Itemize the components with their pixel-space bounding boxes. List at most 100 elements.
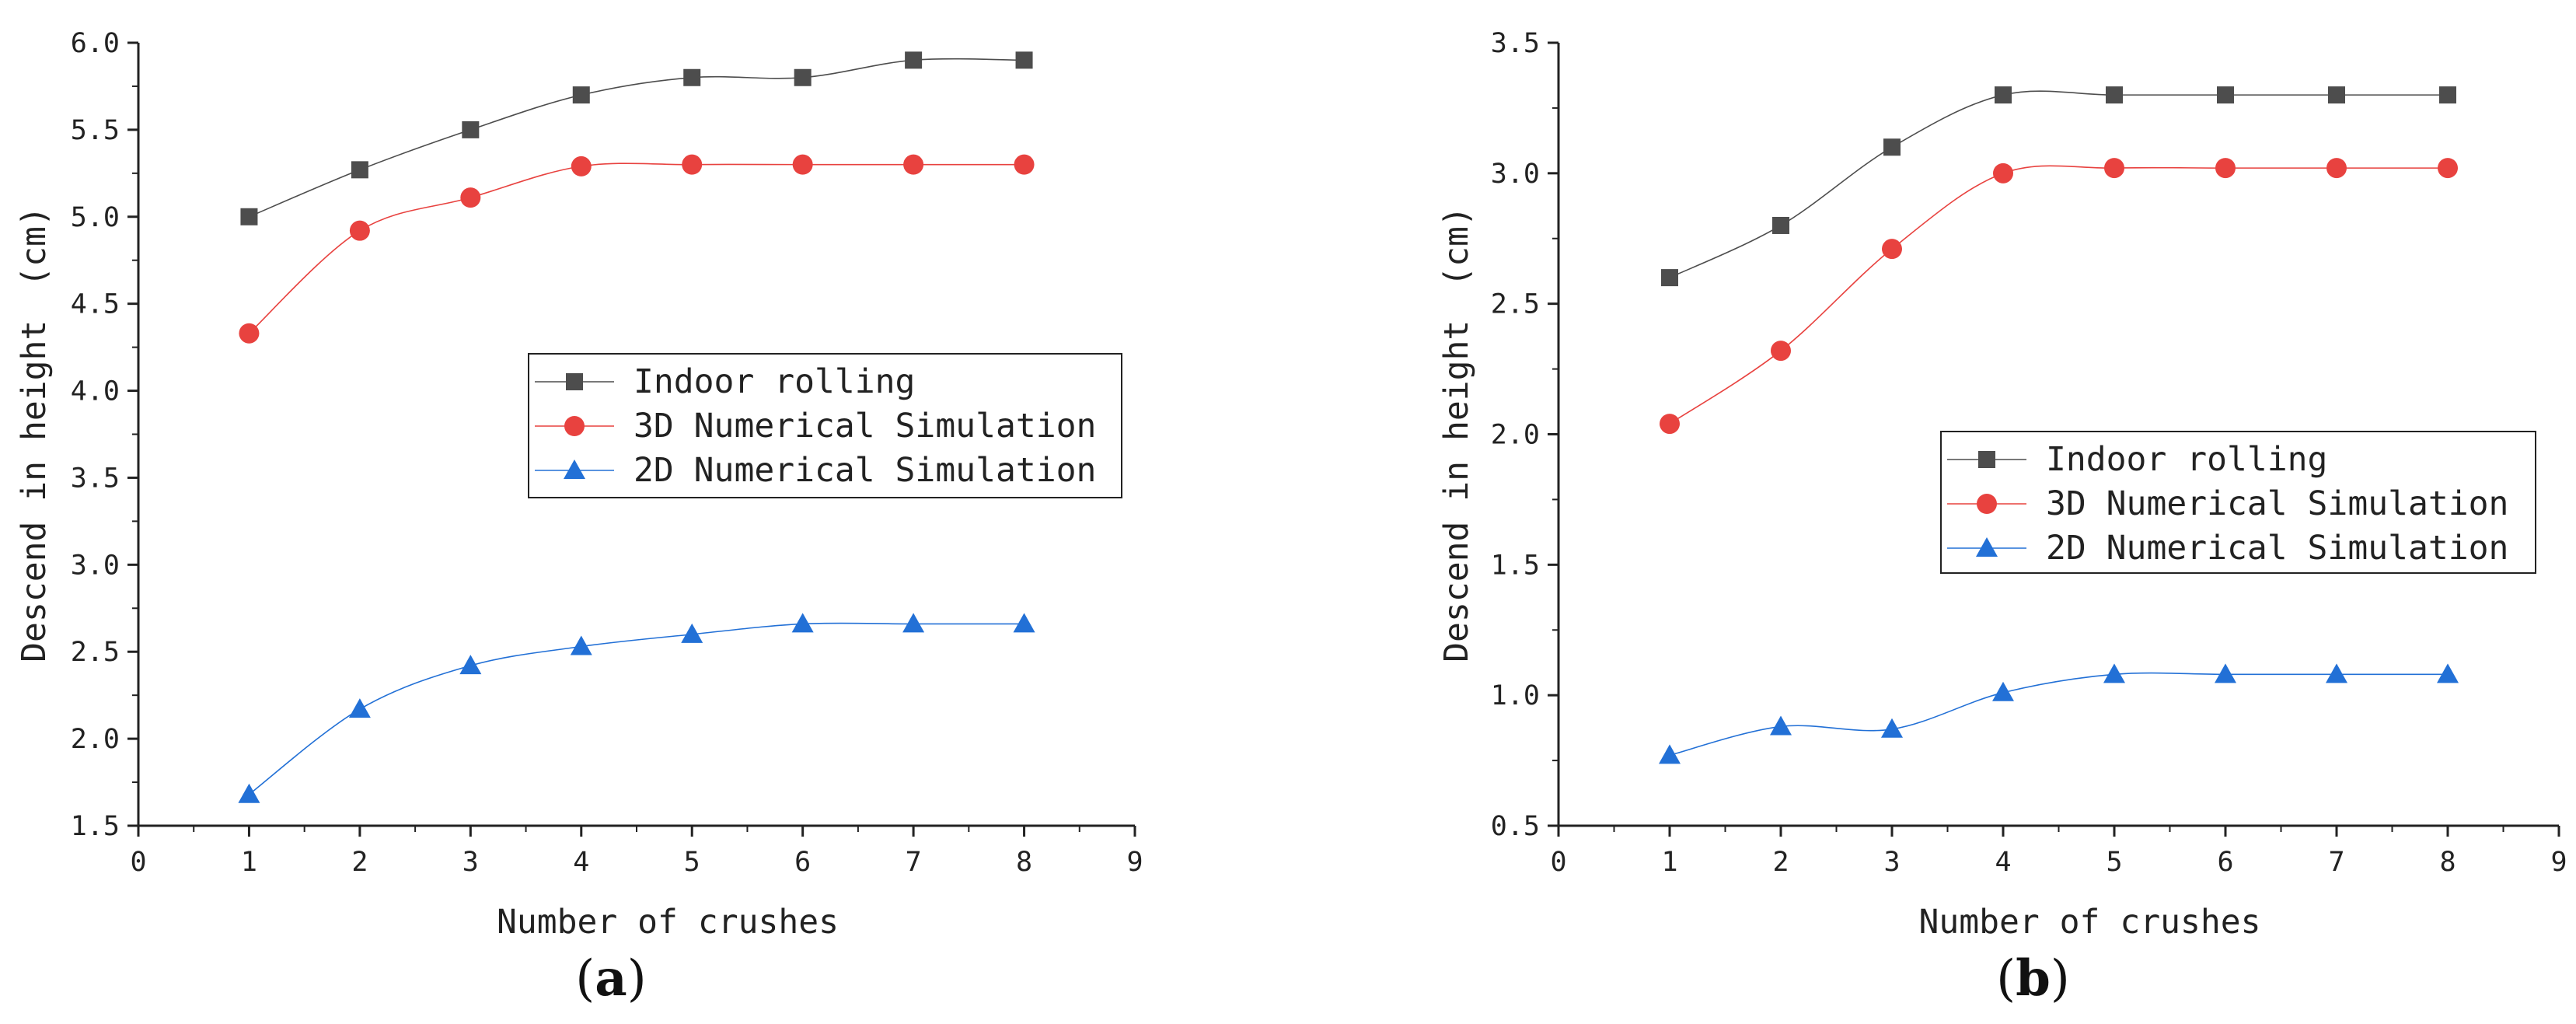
x-tick-label: 4 [1995,847,2011,878]
y-tick-label: 5.5 [71,115,120,146]
data-point [1772,216,1789,234]
data-point [462,121,480,138]
x-tick-label: 0 [130,847,146,878]
series-line [1669,672,2448,757]
data-point [239,323,260,344]
data-point [2438,158,2458,179]
data-point [1661,269,1678,287]
legend-marker-square [566,373,583,390]
data-point [240,208,258,225]
data-point [570,635,592,655]
y-tick-label: 3.5 [71,463,120,494]
legend-label: 2D Numerical Simulation [634,451,1096,490]
data-point [1995,86,2012,104]
chart-panel-b: 0 1 2 3 4 5 6 7 8 9 0.5 1.0 1.5 2.0 2.5 3.0 3.5 Number of… [1437,28,2567,1008]
data-point [349,220,370,241]
data-point [1659,744,1681,764]
x-tick-label: 8 [2439,847,2456,878]
legend-marker-circle [564,416,585,436]
data-point [459,655,482,675]
data-point [1882,239,1902,260]
data-point [682,154,703,175]
y-tick-label: 5.0 [71,202,120,233]
x-tick-label: 2 [1772,847,1789,878]
chart-panel-a: 0 1 2 3 4 5 6 7 8 9 1.5 2.0 2.5 3.0 3.5 4.0 4.5 5.0 5.5 6.0… [15,28,1143,1008]
x-tick-label: 7 [2328,847,2344,878]
legend-box [528,353,1122,498]
data-point [2437,663,2459,683]
series-line [1669,90,2448,278]
panel-label: (a) [575,949,646,1008]
legend-marker-triangle [564,460,585,479]
legend-label: Indoor rolling [634,362,915,401]
data-point [2439,86,2456,104]
data-point [792,154,813,175]
x-tick-label: 6 [2217,847,2233,878]
data-point [1014,154,1035,175]
panel-label-letter: a [595,949,627,1008]
y-tick-label: 4.5 [71,289,120,320]
y-tick-label: 6.0 [71,28,120,59]
data-point [905,51,923,69]
data-point [2326,663,2347,683]
data-point [571,156,592,176]
data-point [1013,613,1035,633]
data-point [460,187,481,208]
x-tick-label: 1 [1661,847,1677,878]
x-axis-label: Number of crushes [497,903,839,942]
y-tick-label: 4.0 [71,376,120,407]
data-point [681,623,703,643]
legend-marker-circle [1977,494,1997,514]
data-point [1771,341,1791,362]
legend-label: Indoor rolling [2046,440,2327,479]
y-axis-label: Descend in height (cm) [15,206,54,662]
data-point [1993,163,2013,183]
y-tick-label: 3.0 [71,550,120,581]
data-point [348,698,371,718]
x-tick-label: 8 [1016,847,1032,878]
series-0 [1661,86,2456,287]
y-tick-label: 2.5 [71,637,120,668]
y-tick-label: 1.5 [1491,550,1540,581]
x-tick-label: 4 [573,847,589,878]
data-point [1015,51,1033,69]
y-tick-label: 1.0 [1491,680,1540,711]
series-line [1669,165,2448,425]
legend-label: 3D Numerical Simulation [2046,484,2508,523]
x-tick-label: 3 [1883,847,1900,878]
data-point [794,68,812,86]
series-1 [1660,158,2458,435]
legend-label: 2D Numerical Simulation [2046,529,2508,568]
data-point [683,68,701,86]
y-tick-label: 2.5 [1491,289,1540,320]
panel-label: (b) [1996,949,2070,1008]
y-tick-label: 1.5 [71,811,120,842]
series-line [249,58,1024,218]
data-point [2104,158,2124,179]
data-point [1883,138,1901,156]
x-axis-label: Number of crushes [1918,903,2260,942]
data-point [2217,86,2234,104]
panel-label-letter: b [2016,949,2051,1008]
legend: Indoor rolling 3D Numerical Simulation 2D … [528,353,1122,498]
y-tick-label: 2.0 [1491,420,1540,451]
data-point [1660,414,1680,435]
x-tick-label: 3 [462,847,479,878]
legend: Indoor rolling 3D Numerical Simulation 2D … [1940,431,2536,574]
y-tick-label: 2.0 [71,724,120,755]
x-tick-label: 9 [1126,847,1143,878]
series-1 [239,154,1035,344]
data-point [1992,681,2014,701]
x-tick-label: 1 [241,847,257,878]
series-2 [1659,663,2459,764]
data-point [351,161,368,179]
series-0 [240,51,1033,225]
legend-marker-triangle [1976,537,1998,557]
data-point [2328,86,2345,104]
data-point [1770,715,1792,736]
series-line [248,163,1024,334]
data-point [572,86,590,104]
x-tick-label: 9 [2550,847,2567,878]
data-point [2106,86,2123,104]
